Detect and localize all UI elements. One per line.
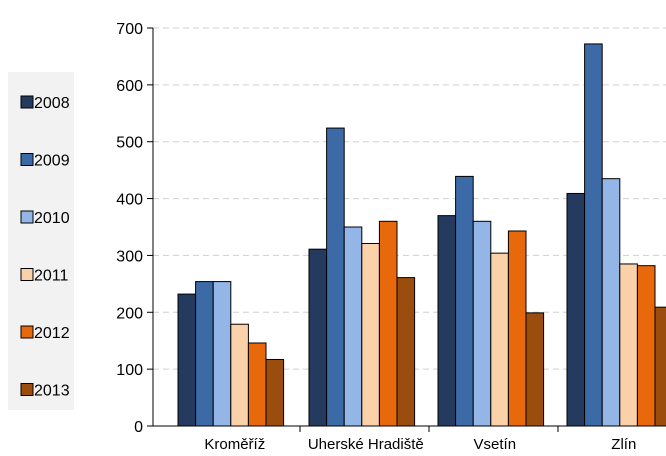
bar <box>361 242 380 427</box>
bar <box>212 281 232 427</box>
bar <box>455 175 474 427</box>
y-tick-label: 600 <box>116 78 143 95</box>
legend: 2008 2009 2010 2011 2012 2013 <box>20 95 70 400</box>
y-tick-label: 500 <box>116 135 143 152</box>
y-tick-label: 200 <box>116 305 143 322</box>
bar <box>265 358 285 427</box>
legend-box <box>8 72 74 410</box>
bar <box>636 265 656 427</box>
bar <box>247 342 267 427</box>
x-tick-label: Zlín <box>611 436 636 453</box>
y-tick-label: 0 <box>134 419 143 436</box>
legend-swatch <box>20 153 34 166</box>
bar <box>437 215 457 427</box>
bar <box>619 263 638 427</box>
bar <box>177 293 197 427</box>
y-tick-label: 100 <box>116 362 143 379</box>
bar <box>507 230 527 427</box>
y-tick-label: 300 <box>116 248 143 265</box>
legend-label: 2010 <box>34 210 70 227</box>
legend-swatch <box>20 325 34 339</box>
bar <box>472 220 492 427</box>
bar <box>378 220 398 427</box>
bar <box>601 178 621 427</box>
legend-swatch <box>20 95 34 109</box>
y-tick-label: 700 <box>116 21 143 38</box>
x-tick-label: Uherské Hradiště <box>308 436 424 453</box>
legend-label: 2008 <box>34 95 70 112</box>
bar <box>490 252 509 427</box>
bar <box>230 323 249 427</box>
bar <box>566 192 586 427</box>
x-tick-label: Kroměříž <box>204 436 265 453</box>
legend-label: 2009 <box>34 153 70 170</box>
legend-label: 2011 <box>34 268 69 285</box>
bar <box>326 127 345 427</box>
bar <box>396 277 416 427</box>
legend-label: 2013 <box>34 383 70 400</box>
y-tick-label: 400 <box>116 192 143 209</box>
bar <box>654 306 666 427</box>
bar <box>195 281 214 427</box>
x-tick-label: Vsetín <box>474 436 517 453</box>
x-tick-labels: Kroměříž Uherské Hradiště Vsetín Zlín <box>204 436 636 453</box>
bar <box>343 226 363 427</box>
legend-label: 2012 <box>34 325 70 342</box>
bar <box>308 248 328 427</box>
axes <box>152 28 666 432</box>
bars <box>177 43 666 427</box>
legend-swatch <box>20 210 34 224</box>
bar <box>584 43 603 427</box>
legend-swatch <box>20 383 34 396</box>
legend-swatch <box>20 268 34 281</box>
y-tick-labels: 0 100 200 300 400 500 600 700 <box>116 21 143 436</box>
bar <box>525 312 545 427</box>
